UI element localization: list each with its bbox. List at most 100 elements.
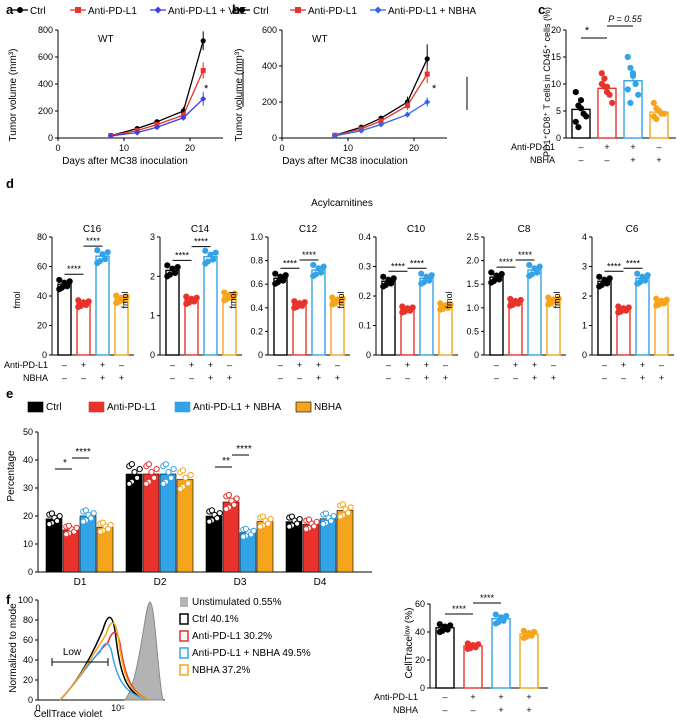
- pd-c14-cond-sign: –: [227, 360, 232, 370]
- panel-label-d: d: [6, 176, 14, 191]
- pc-cond-sign: +: [630, 155, 635, 165]
- pd-c14-point: [212, 249, 219, 256]
- pe-point: [170, 466, 177, 473]
- panel-c-pvalue: P = 0.55: [608, 14, 642, 24]
- panel-f-histogram: Normalized to mode CellTrace violet Low …: [8, 595, 311, 720]
- panel-f-row2-label: NBHA: [393, 705, 418, 715]
- pd-c6-point: [644, 272, 651, 279]
- pd-c8-cond-sign: +: [532, 373, 537, 383]
- pd-c14-cond-sign: –: [170, 360, 175, 370]
- pfh-legend-swatch: [179, 647, 189, 659]
- pfh-curve: [59, 622, 151, 701]
- pfb-point: [492, 620, 499, 627]
- pd-c16-y-tick-label: 20: [37, 321, 47, 331]
- pd-c8-point: [555, 295, 562, 302]
- pc-y-tick-label: 10: [551, 79, 561, 89]
- pd-c6-y-tick-label: 2: [582, 291, 587, 301]
- panel-e-sig-d3b: ****: [236, 444, 252, 455]
- pd-c6-point: [606, 275, 613, 282]
- pfh-unstim-curve: [124, 601, 164, 701]
- pd-c12-bar: [292, 303, 307, 356]
- pe-point: [179, 467, 186, 474]
- pfb-point: [492, 611, 499, 618]
- pfb-point: [436, 621, 443, 628]
- pfb-cond-sign: +: [526, 705, 531, 715]
- pb-legend-marker: [239, 7, 245, 13]
- panel-b-xlabel: Days after MC38 inoculation: [282, 156, 408, 167]
- pfh-legend-swatch: [179, 630, 189, 642]
- pe-category-label: D4: [314, 577, 327, 588]
- pe-point: [265, 520, 272, 527]
- pd-c14-point: [172, 269, 179, 277]
- pd-c8-y-tick-label: 1.0: [466, 303, 479, 313]
- pd-c6-point: [596, 283, 603, 290]
- pc-point: [650, 99, 657, 107]
- pd-c8-cond-sign: +: [513, 360, 518, 370]
- pd-c12-y-tick-label: 0.8: [250, 256, 263, 266]
- pb-point: [404, 103, 410, 109]
- pd-c12-point: [291, 304, 298, 311]
- pd-c10-cond-sign: –: [386, 360, 391, 370]
- pe-point: [187, 471, 194, 479]
- pd-c8-point: [526, 272, 533, 280]
- pd-c14-point: [164, 262, 171, 269]
- pe-point: [305, 516, 312, 523]
- pb-point: [378, 118, 384, 124]
- pd-c12-point: [291, 298, 298, 305]
- pb-point: [404, 111, 411, 118]
- panel-f-gate-label: Low: [63, 647, 82, 658]
- pd-c14-cond-sign: –: [170, 373, 175, 383]
- pe-point: [313, 518, 320, 526]
- pfh-y-tick-label: 0: [28, 695, 33, 705]
- pa-y-tick-label: 600: [38, 52, 53, 62]
- pe-y-tick-label: 40: [23, 455, 33, 465]
- pe-point: [148, 468, 155, 476]
- pa-x-tick-label: 0: [55, 143, 60, 153]
- pd-c8-y-tick-label: 2.0: [466, 256, 479, 266]
- pd-c8-title: C8: [518, 224, 531, 235]
- pd-c12-title: C12: [299, 224, 318, 235]
- panel-e-legend-pdl1: Anti-PD-L1: [107, 402, 156, 413]
- pd-c14-cond-sign: +: [189, 360, 194, 370]
- panel-e-legend-combo: Anti-PD-L1 + NBHA: [193, 402, 281, 413]
- pd-c12-sig2-label: ****: [302, 250, 317, 260]
- pe-point: [242, 525, 249, 532]
- pd-c16-y-tick-label: 80: [37, 232, 47, 242]
- pa-point: [180, 114, 187, 121]
- pe-point: [97, 528, 104, 535]
- pd-c6-ylabel: fmol: [552, 291, 562, 308]
- pfb-sig1-label: ****: [452, 604, 467, 614]
- pe-point: [153, 466, 160, 473]
- pc-point: [609, 99, 616, 107]
- pa-y-tick-label: 800: [38, 25, 53, 35]
- pd-c10-point: [380, 273, 387, 280]
- pd-c10-cond-sign: –: [405, 373, 410, 383]
- pd-c8-point: [517, 296, 524, 304]
- pd-c14-y-tick-label: 0: [150, 350, 155, 360]
- pd-c14-point: [193, 294, 200, 301]
- panel-label-a: a: [6, 2, 14, 17]
- pfb-bar: [519, 633, 539, 689]
- panel-a-legend-pdl1: Anti-PD-L1: [88, 6, 137, 17]
- pd-c10-point: [418, 280, 425, 287]
- panel-a-sig: *: [204, 83, 209, 95]
- panel-f-hist-xlabel: CellTrace violet: [34, 709, 103, 720]
- pe-legend-swatch: [88, 401, 105, 413]
- pa-legend-marker: [75, 7, 81, 13]
- pb-y-tick-label: 0: [272, 133, 277, 143]
- pd-c12-point: [301, 299, 308, 306]
- pd-c14-bar: [184, 299, 199, 356]
- pd-c8-bar: [508, 301, 523, 356]
- pa-point: [200, 38, 206, 44]
- pfb-point: [520, 627, 527, 634]
- pc-point: [606, 91, 613, 98]
- pfb-point: [520, 634, 527, 641]
- pd-c12-y-tick-label: 1.0: [250, 232, 263, 242]
- pd-c8-point: [545, 294, 552, 301]
- panel-f-legend-ctrl: Ctrl 40.1%: [192, 614, 239, 625]
- pe-point: [339, 501, 346, 508]
- pd-c8-cond-sign: +: [532, 360, 537, 370]
- pb-y-tick-label: 200: [262, 97, 277, 107]
- pd-c16-cond-sign: +: [119, 373, 124, 383]
- pfh-x-tick-label: 10⁵: [111, 703, 125, 713]
